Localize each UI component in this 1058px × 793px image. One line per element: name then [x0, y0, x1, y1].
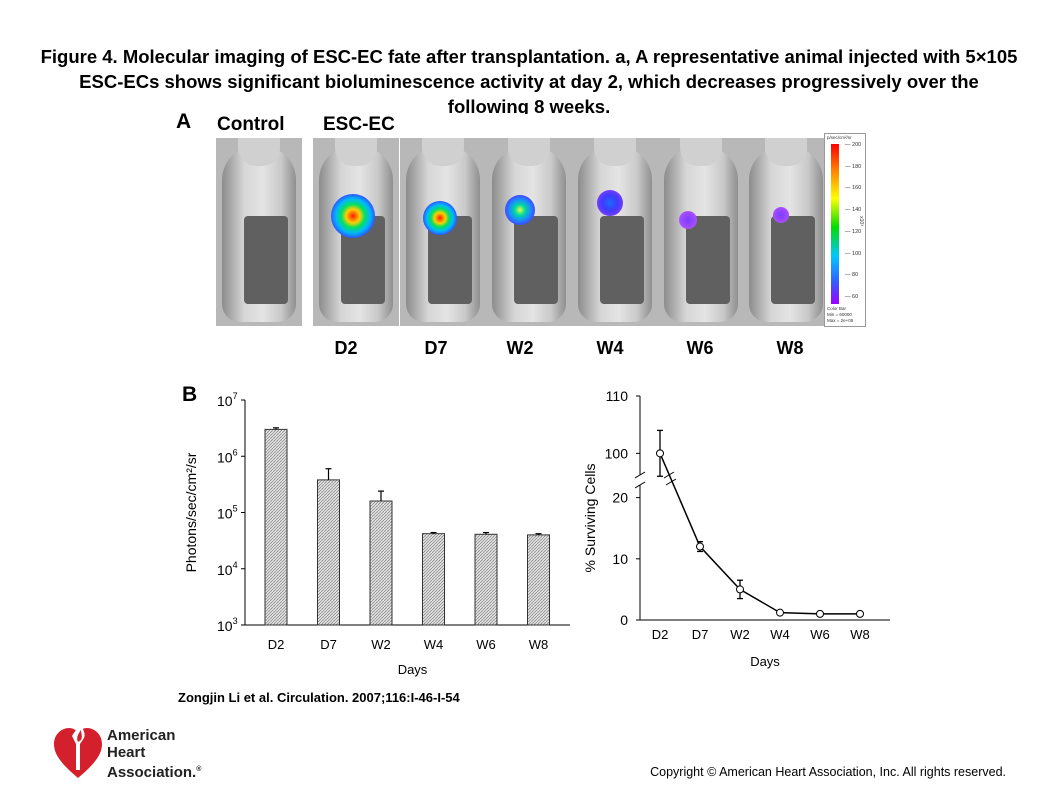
bioluminescence-signal — [773, 207, 789, 223]
bar-chart-y-tick-label: 104 — [217, 560, 238, 578]
colorbar-tick: — 200 — [845, 142, 862, 148]
escec-label: ESC-EC — [323, 114, 395, 135]
bioluminescence-signal — [331, 194, 375, 238]
mouse-image-W4 — [572, 138, 658, 326]
colorbar-tick: — 80 — [845, 272, 859, 279]
bar-W6 — [474, 533, 498, 626]
line-point-W8 — [856, 609, 864, 618]
bar-chart-y-tick-label: 106 — [217, 447, 238, 465]
colorbar-footer-3: Max = 2e+05 — [827, 318, 854, 323]
bioluminescence-signal — [505, 195, 535, 225]
logo-text-association: Association.® — [107, 764, 202, 781]
bar-chart-y-tick-label: 107 — [217, 391, 238, 409]
line-chart-x-tick-label: W6 — [810, 627, 830, 642]
line-chart-y-tick-label: 0 — [620, 612, 628, 628]
colorbar-tick: — 160 — [845, 185, 862, 192]
line-chart-x-label: Days — [750, 654, 780, 669]
bioluminescence-signal — [423, 201, 457, 235]
line-chart-x-tick-label: W4 — [770, 627, 790, 642]
colorbar-tick: — 120 — [845, 228, 862, 235]
copyright-notice: Copyright © American Heart Association, … — [650, 765, 1006, 779]
mouse-image-W8 — [743, 138, 829, 326]
timepoint-label-W8: W8 — [776, 338, 804, 358]
mouse-image-W6 — [658, 138, 744, 326]
colorbar-tick: — 180 — [845, 163, 862, 170]
bioluminescence-signal — [597, 190, 623, 216]
timepoint-label-W6: W6 — [686, 338, 714, 358]
bar-chart-y-tick-label: 103 — [217, 616, 238, 634]
figure-caption: Figure 4. Molecular imaging of ESC-EC fa… — [40, 46, 1018, 114]
line-chart-x-tick-label: D2 — [652, 627, 669, 642]
panel-a-letter: A — [176, 110, 192, 133]
mouse-image-D2 — [313, 138, 399, 326]
logo-text-american: American — [107, 727, 176, 744]
timepoint-label-W4: W4 — [596, 338, 624, 358]
bar-chart-x-label: Days — [398, 662, 428, 677]
control-label: Control — [217, 114, 285, 135]
line-point-D2 — [656, 449, 664, 458]
bar-chart-x-tick-label: D2 — [268, 637, 285, 652]
bar-chart-y-label: Photons/sec/cm²/sr — [183, 452, 199, 572]
line-point-W2 — [736, 585, 744, 594]
bar-chart: 103 104 105 106 107 D2 D7 W2 W4 W6 W8 Days Photons/s… — [183, 391, 570, 677]
bar-chart-x-tick-label: D7 — [320, 637, 337, 652]
line-chart-y-label: % Surviving Cells — [582, 464, 598, 573]
mouse-image-D7 — [400, 138, 486, 326]
bar-D2 — [264, 428, 288, 626]
line-point-W6 — [816, 609, 824, 618]
line-chart-y-tick-label: 20 — [612, 490, 628, 506]
line-point-D7 — [696, 542, 704, 551]
colorbar-unit: x10³ — [857, 216, 864, 226]
timepoint-label-D2: D2 — [334, 338, 358, 358]
panel-b-letter: B — [182, 383, 198, 406]
line-chart-x-tick-label: D7 — [692, 627, 709, 642]
bar-W8 — [527, 534, 550, 626]
bar-W2 — [369, 500, 393, 626]
colorbar-footer-1: Color Bar — [827, 306, 847, 311]
bioluminescence-signal — [679, 211, 697, 229]
line-chart-y-tick-label: 100 — [605, 445, 629, 461]
timepoint-label-D7: D7 — [424, 338, 448, 358]
colorbar: p/sec/cm²/sr — 200 — 180 — 160 — 140 — 120 — … — [824, 133, 866, 327]
mouse-image-W2 — [486, 138, 572, 326]
heart-torch-logo-icon — [54, 724, 102, 778]
line-chart-series-line — [659, 453, 860, 615]
logo-text-heart: Heart — [107, 744, 146, 761]
colorbar-tick: — 60 — [845, 294, 859, 300]
bar-chart-x-tick-label: W6 — [476, 637, 496, 652]
line-chart: 0 10 20 100 110 D2 D7 W2 W4 W6 W8 Days % Surviving C… — [582, 388, 890, 669]
mouse-image-control — [216, 138, 302, 326]
bar-chart-x-tick-label: W4 — [424, 637, 444, 652]
timepoint-label-W2: W2 — [506, 338, 534, 358]
colorbar-tick: — 140 — [845, 207, 862, 214]
bar-chart-x-tick-label: W2 — [371, 637, 391, 652]
line-chart-x-tick-label: W8 — [850, 627, 870, 642]
colorbar-header: p/sec/cm²/sr — [827, 135, 852, 140]
colorbar-tick: — 100 — [845, 250, 862, 257]
colorbar-footer-2: Min = 60000 — [827, 312, 852, 317]
registered-mark: ® — [196, 766, 202, 773]
citation: Zongjin Li et al. Circulation. 2007;116:… — [178, 690, 460, 705]
line-chart-y-tick-label: 110 — [606, 388, 629, 404]
bar-D7 — [317, 479, 340, 626]
bar-W4 — [422, 533, 445, 626]
bar-chart-y-tick-label: 105 — [217, 504, 238, 522]
bar-chart-x-tick-label: W8 — [529, 637, 549, 652]
line-chart-x-tick-label: W2 — [730, 627, 750, 642]
line-point-W4 — [776, 608, 784, 617]
line-chart-y-tick-label: 10 — [612, 551, 628, 567]
colorbar-gradient — [831, 144, 839, 304]
